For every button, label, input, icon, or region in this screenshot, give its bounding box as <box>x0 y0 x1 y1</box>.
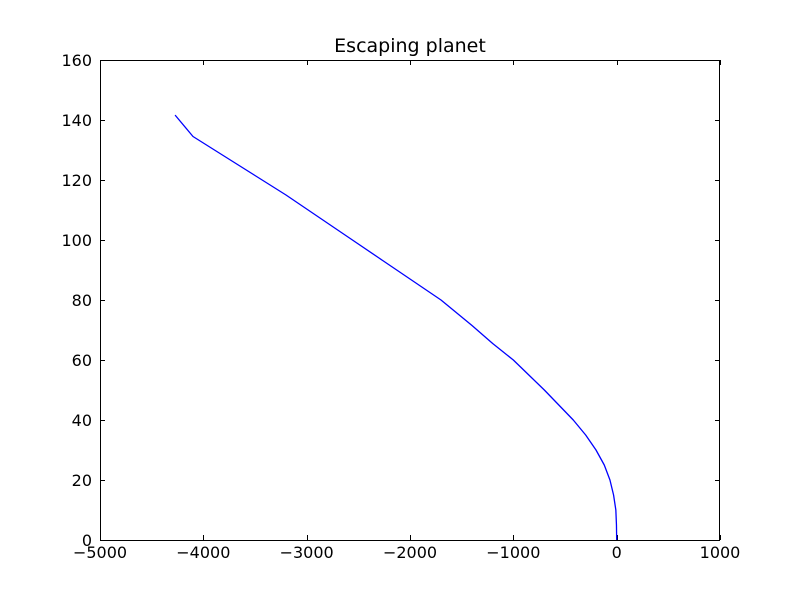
x-tick-label: −5000 <box>73 543 127 562</box>
y-tick-label: 40 <box>72 411 92 430</box>
x-tick-label: 0 <box>612 543 622 562</box>
x-tick-label: −1000 <box>486 543 540 562</box>
y-tick-label: 100 <box>61 231 92 250</box>
chart-title: Escaping planet <box>334 35 486 57</box>
y-tick-label: 120 <box>61 171 92 190</box>
y-tick-label: 140 <box>61 111 92 130</box>
x-tick-label: −2000 <box>383 543 437 562</box>
y-tick-label: 80 <box>72 291 92 310</box>
tick-labels: −5000 −4000 −3000 −2000 −1000 0 1000 0 20 40 60 80 1… <box>61 51 740 562</box>
y-tick-label: 20 <box>72 471 92 490</box>
plot-area <box>174 114 618 541</box>
series-line-0 <box>174 114 618 541</box>
axes-frame <box>100 60 720 541</box>
y-tick-label: 60 <box>72 351 92 370</box>
x-tick-label: −3000 <box>280 543 334 562</box>
x-tick-label: −4000 <box>176 543 230 562</box>
y-tick-label: 160 <box>61 51 92 70</box>
y-tick-label: 0 <box>82 531 92 550</box>
x-tick-label: 1000 <box>700 543 741 562</box>
